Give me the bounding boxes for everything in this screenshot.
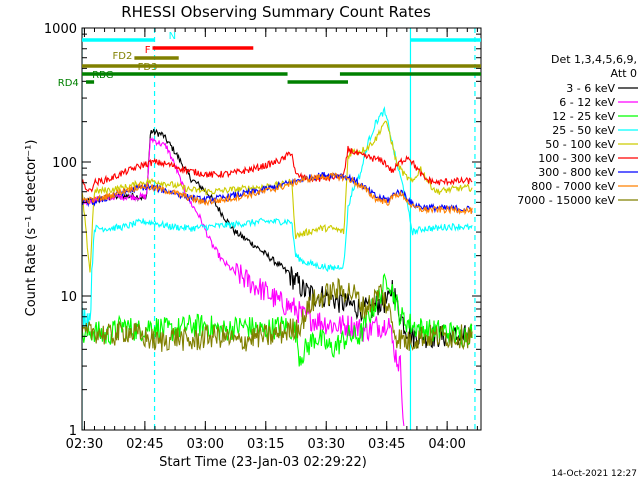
state-bar-label-n: N	[169, 31, 176, 42]
state-bar-label-rd4: RD4	[58, 78, 79, 89]
legend-label-2: 12 - 25 keV	[552, 110, 615, 123]
chart-title: RHESSI Observing Summary Count Rates	[121, 3, 431, 21]
axes: 1 10 100 1000 02:30 02:45 03:00 03:15 03:30 03:45…	[44, 22, 482, 452]
legend-label-3: 25 - 50 keV	[552, 124, 615, 137]
x-tick-label-5: 03:45	[368, 437, 405, 452]
x-axis-label: Start Time (23-Jan-03 02:29:22)	[159, 455, 367, 470]
plot-frame	[81, 27, 482, 431]
series-line-12-25-kev	[82, 272, 473, 367]
legend-label-1: 6 - 12 keV	[559, 96, 615, 109]
y-tick-label-10: 10	[60, 290, 77, 305]
legend-label-5: 100 - 300 keV	[538, 152, 615, 165]
state-bar-label-fd3: FD3	[138, 62, 158, 73]
legend-label-7: 800 - 7000 keV	[531, 180, 615, 193]
x-tick-label-4: 03:30	[308, 437, 345, 452]
series-line-100-300-kev	[82, 145, 473, 193]
x-tick-label-2: 03:00	[187, 437, 224, 452]
legend-header-line-2: Att 0	[611, 67, 637, 80]
y-tick-label-1: 1	[69, 424, 77, 439]
x-tick-label-6: 04:00	[428, 437, 465, 452]
y-axis-label: Count Rate (s⁻¹ detector⁻¹)	[24, 140, 39, 317]
x-tick-label-1: 02:45	[126, 437, 163, 452]
y-tick-label-100: 100	[52, 156, 77, 171]
legend-label-0: 3 - 6 keV	[566, 82, 615, 95]
legend-label-4: 50 - 100 keV	[545, 138, 615, 151]
series-line-50-100-kev	[82, 120, 473, 273]
series-line-25-50-kev	[82, 105, 473, 329]
state-bar-label-fd2: FD2	[113, 51, 133, 62]
series-line-800-7000-kev	[82, 171, 473, 216]
series-line-7000-15000-kev	[82, 277, 473, 352]
state-bar-label-rbg: RBG	[92, 70, 113, 81]
state-bar-label-f: F	[145, 45, 151, 56]
y-tick-label-1000: 1000	[44, 22, 77, 37]
x-tick-label-3: 03:15	[247, 437, 284, 452]
legend-header-line-1: Det 1,3,4,5,6,9,	[551, 53, 637, 66]
x-tick-label-0: 02:30	[66, 437, 103, 452]
legend-label-8: 7000 - 15000 keV	[517, 194, 615, 207]
timestamp-text: 14-Oct-2021 12:27	[552, 469, 637, 479]
legend-label-6: 300 - 800 keV	[538, 166, 615, 179]
